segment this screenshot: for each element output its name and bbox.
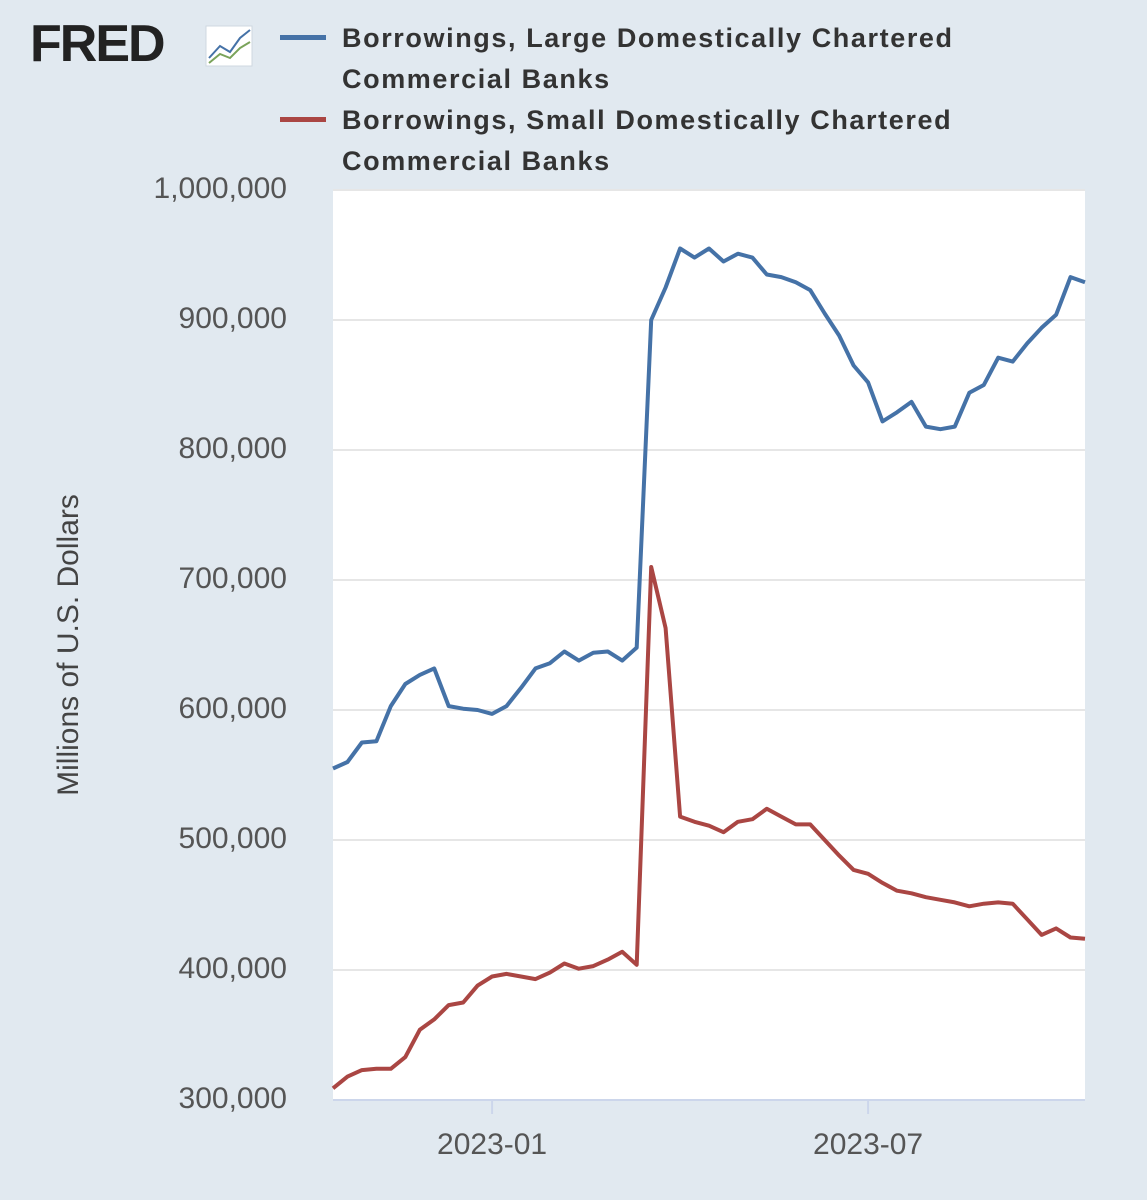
logo: FRED — [30, 15, 166, 73]
series-line — [332, 246, 1086, 771]
legend-entry: Borrowings, Large Domestically Chartered… — [280, 18, 1040, 100]
x-tick-label: 2023-01 — [437, 1128, 547, 1161]
logo-icon — [205, 25, 253, 67]
series-line — [331, 565, 1086, 1090]
legend-swatch — [280, 35, 326, 40]
legend-swatch — [280, 117, 326, 122]
y-tick-label: 400,000 — [179, 952, 287, 985]
legend-entry: Borrowings, Small Domestically Chartered… — [280, 100, 1040, 182]
legend-label: Borrowings, Large Domestically Chartered… — [342, 23, 954, 94]
y-axis-label: Millions of U.S. Dollars — [52, 494, 85, 796]
legend-label: Borrowings, Small Domestically Chartered… — [342, 105, 953, 176]
y-tick-label: 300,000 — [179, 1082, 287, 1115]
y-tick-label: 1,000,000 — [154, 172, 287, 205]
y-tick-label: 900,000 — [179, 302, 287, 335]
plot-area — [333, 190, 1085, 1100]
x-tick-label: 2023-07 — [813, 1128, 923, 1161]
legend: Borrowings, Large Domestically Chartered… — [280, 18, 1040, 182]
y-tick-label: 700,000 — [179, 562, 287, 595]
y-tick-label: 600,000 — [179, 692, 287, 725]
y-tick-label: 800,000 — [179, 432, 287, 465]
y-tick-label: 500,000 — [179, 822, 287, 855]
